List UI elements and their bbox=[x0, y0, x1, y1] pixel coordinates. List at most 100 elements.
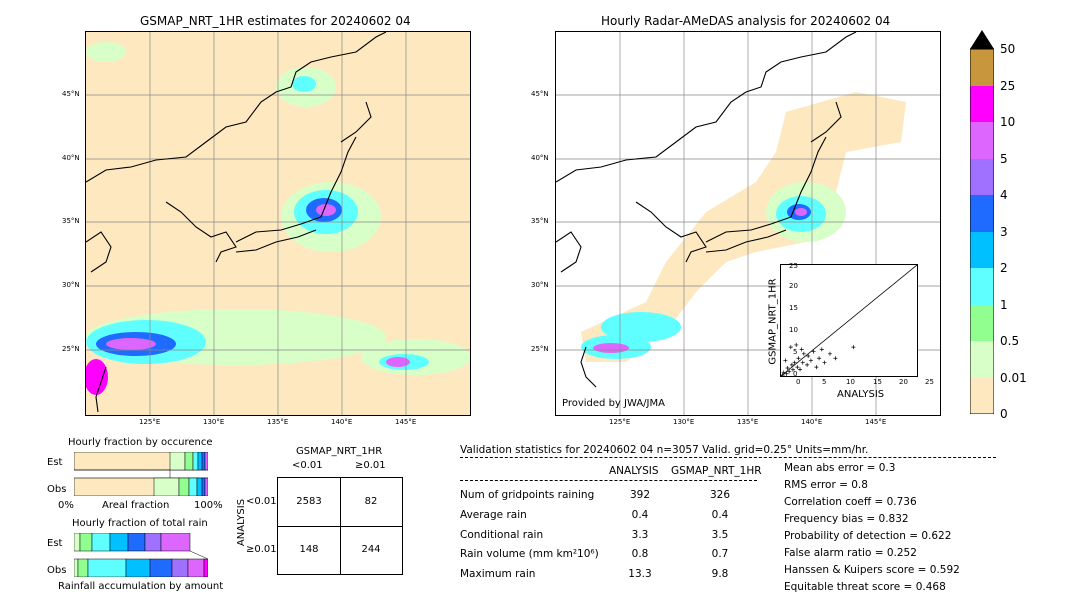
right-lat-label: 25°N bbox=[531, 345, 549, 353]
occurrence-obs-label: Obs bbox=[47, 484, 67, 495]
validation-score: Mean abs error = 0.3 bbox=[784, 462, 896, 474]
scatter-point bbox=[799, 347, 804, 352]
validation-score: Correlation coeff = 0.736 bbox=[784, 496, 917, 508]
scatter-point bbox=[795, 365, 800, 370]
total-title: Hourly fraction of total rain bbox=[72, 518, 208, 529]
right-lon-label: 135°E bbox=[737, 418, 759, 426]
right-lon-label: 130°E bbox=[673, 418, 695, 426]
validation-score: Frequency bias = 0.832 bbox=[784, 513, 909, 525]
scatter-y-tick: 25 bbox=[789, 262, 798, 270]
validation-header: Validation statistics for 20240602 04 n=… bbox=[460, 444, 869, 456]
left-lon-label: 135°E bbox=[267, 418, 289, 426]
occurrence-axis-mid: Areal fraction bbox=[102, 500, 170, 511]
validation-row-analysis: 13.3 bbox=[628, 568, 652, 580]
scatter-point bbox=[781, 373, 785, 376]
colorbar-label: 3 bbox=[1000, 225, 1008, 239]
left-map bbox=[85, 31, 471, 416]
right-lat-label: 40°N bbox=[531, 154, 549, 162]
left-map-title: GSMAP_NRT_1HR estimates for 20240602 04 bbox=[140, 14, 411, 28]
total-axis-label: Rainfall accumulation by amount bbox=[58, 581, 224, 592]
scatter-x-tick: 20 bbox=[899, 378, 908, 386]
right-lat-label: 30°N bbox=[531, 281, 549, 289]
contingency-cell: 244 bbox=[361, 544, 381, 555]
scatter-point bbox=[789, 362, 794, 367]
credit-label: Provided by JWA/JMA bbox=[562, 398, 665, 409]
total-bars bbox=[73, 532, 209, 578]
contingency-title: GSMAP_NRT_1HR bbox=[296, 446, 383, 457]
left-lon-label: 130°E bbox=[203, 418, 225, 426]
scatter-point bbox=[783, 358, 788, 363]
colorbar bbox=[969, 30, 995, 415]
contingency-col-ge: ≥0.01 bbox=[355, 460, 386, 471]
colorbar-label: 5 bbox=[1000, 152, 1008, 166]
scatter-point bbox=[819, 347, 824, 352]
left-lat-label: 35°N bbox=[62, 217, 80, 225]
occurrence-title: Hourly fraction by occurence bbox=[68, 437, 213, 448]
validation-score: Probability of detection = 0.622 bbox=[784, 530, 952, 542]
colorbar-arrow bbox=[970, 30, 994, 49]
scatter-y-tick: 5 bbox=[793, 348, 798, 356]
right-lat-label: 45°N bbox=[531, 90, 549, 98]
scatter-point bbox=[788, 345, 793, 350]
scatter-x-tick: 10 bbox=[846, 378, 855, 386]
scatter-point bbox=[833, 356, 838, 361]
scatter-y-tick: 20 bbox=[789, 282, 798, 290]
validation-score: Hanssen & Kuipers score = 0.592 bbox=[784, 564, 960, 576]
scatter-point bbox=[806, 354, 811, 359]
scatter-plot bbox=[781, 265, 917, 376]
scatter-point bbox=[811, 349, 816, 354]
contingency-cell: 82 bbox=[364, 496, 378, 507]
scatter-point bbox=[851, 345, 856, 350]
validation-row-analysis: 0.4 bbox=[631, 509, 649, 521]
scatter-point bbox=[822, 360, 827, 365]
validation-divider bbox=[460, 457, 996, 458]
scatter-point bbox=[827, 351, 832, 356]
colorbar-label: 1 bbox=[1000, 298, 1008, 312]
validation-score: False alarm ratio = 0.252 bbox=[784, 547, 917, 559]
left-lat-label: 30°N bbox=[62, 281, 80, 289]
scatter-point bbox=[798, 367, 803, 372]
validation-row-gsmap: 0.7 bbox=[711, 548, 729, 560]
validation-row-gsmap: 0.4 bbox=[711, 509, 729, 521]
scatter-x-tick: 5 bbox=[822, 378, 827, 386]
right-lon-label: 140°E bbox=[801, 418, 823, 426]
validation-score: RMS error = 0.8 bbox=[784, 479, 868, 491]
validation-table-divider bbox=[460, 480, 757, 481]
contingency-table: 2583 82 148 244 bbox=[277, 477, 403, 575]
left-lon-label: 140°E bbox=[331, 418, 353, 426]
right-lon-label: 145°E bbox=[865, 418, 887, 426]
colorbar-label: 2 bbox=[1000, 261, 1008, 275]
scatter-point bbox=[792, 360, 797, 365]
scatter-point bbox=[808, 358, 813, 363]
diagonal-line bbox=[781, 265, 917, 376]
validation-row-gsmap: 326 bbox=[709, 489, 731, 501]
validation-row-gsmap: 9.8 bbox=[711, 568, 729, 580]
right-map: Provided by JWA/JMA bbox=[555, 31, 941, 416]
scatter-point bbox=[794, 342, 799, 347]
scatter-inset bbox=[780, 264, 918, 377]
colorbar-label: 0 bbox=[1000, 407, 1008, 421]
validation-col-analysis: ANALYSIS bbox=[609, 465, 659, 477]
scatter-point bbox=[817, 356, 822, 361]
scatter-point bbox=[781, 370, 786, 375]
left-lat-label: 40°N bbox=[62, 154, 80, 162]
total-obs-label: Obs bbox=[47, 565, 67, 576]
validation-col-gsmap: GSMAP_NRT_1HR bbox=[671, 465, 762, 477]
scatter-y-tick: 15 bbox=[789, 304, 798, 312]
scatter-xlabel: ANALYSIS bbox=[837, 389, 885, 400]
scatter-point bbox=[801, 351, 806, 356]
colorbar-label: 0.5 bbox=[1000, 334, 1020, 348]
right-lat-label: 35°N bbox=[531, 217, 549, 225]
scatter-point bbox=[796, 356, 801, 361]
colorbar-label: 0.01 bbox=[1000, 371, 1027, 385]
validation-row-label: Maximum rain bbox=[460, 568, 536, 580]
left-lat-label: 45°N bbox=[62, 90, 80, 98]
left-lon-label: 125°E bbox=[139, 418, 161, 426]
scatter-ylabel: GSMAP_NRT_1HR bbox=[767, 278, 779, 365]
right-rain-patches bbox=[581, 92, 906, 362]
contingency-row-ge: ≥0.01 bbox=[246, 544, 277, 555]
contingency-col-lt: <0.01 bbox=[292, 460, 323, 471]
right-lon-label: 125°E bbox=[609, 418, 631, 426]
occurrence-est-label: Est bbox=[47, 457, 63, 468]
right-map-title: Hourly Radar-AMeDAS analysis for 2024060… bbox=[601, 14, 891, 28]
